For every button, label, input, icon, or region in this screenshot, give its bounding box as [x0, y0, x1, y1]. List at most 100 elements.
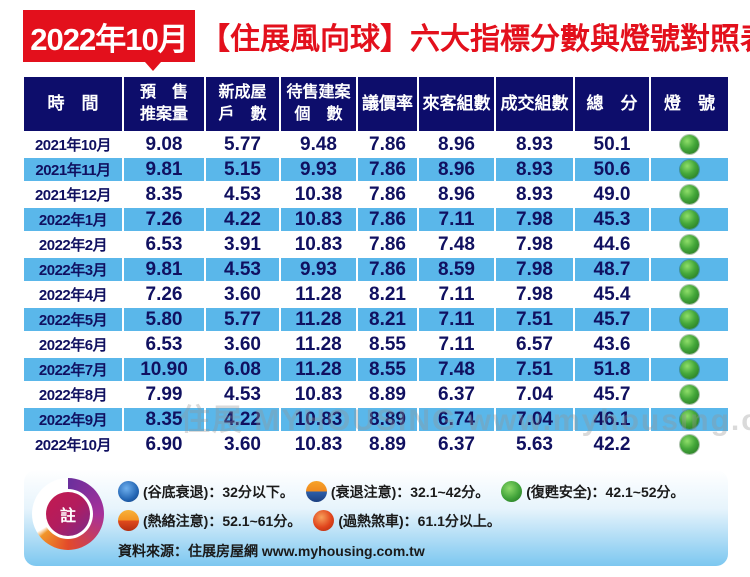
- cell-light: [651, 258, 728, 281]
- cell-deals: 8.93: [516, 183, 553, 205]
- cell-presale: 6.90: [145, 433, 183, 455]
- cell-visitors: 6.37: [438, 383, 475, 405]
- data-source: 資料來源：住展房屋網 www.myhousing.com.tw: [118, 543, 425, 559]
- cell-bargain-rate: 7.86: [369, 233, 406, 255]
- cell-date: 2022年10月: [34, 437, 112, 454]
- cell-visitors: 8.96: [438, 183, 475, 205]
- header-label: 議價率: [362, 94, 413, 113]
- cell-date: 2022年6月: [38, 337, 108, 354]
- cell-presale: 7.26: [124, 208, 204, 231]
- cell-total: 49.0: [593, 183, 631, 205]
- note-label: 註: [46, 492, 90, 536]
- period-tag: 2022年10月: [23, 10, 195, 71]
- cell-unsold-projects: 10.83: [294, 233, 343, 255]
- header-label: 待售建案: [286, 84, 351, 101]
- legend-text: (谷底衰退)：32分以下。: [143, 483, 294, 500]
- green-light-icon: [680, 260, 699, 279]
- legend-item-boom-warning: (熱絡注意)：52.1~61分。: [118, 510, 301, 531]
- pointer-arrow-icon: [145, 62, 161, 71]
- cell-bargain-rate: 7.86: [358, 158, 417, 181]
- blue-light-icon: [118, 481, 139, 502]
- green-light-icon: [680, 135, 699, 154]
- cell-date: 2022年7月: [24, 358, 122, 381]
- cell-presale: 9.08: [145, 133, 183, 155]
- red-light-icon: [313, 510, 335, 531]
- cell-total: 50.1: [593, 133, 631, 155]
- cell-presale: 9.81: [124, 158, 204, 181]
- green-light-icon: [680, 385, 699, 404]
- yellow-blue-light-icon: [305, 481, 327, 502]
- cell-unsold-projects: 9.48: [300, 133, 337, 155]
- cell-visitors: 8.96: [438, 133, 475, 155]
- green-light-icon: [501, 481, 523, 502]
- cell-total: 42.2: [593, 433, 631, 455]
- cell-presale: 7.26: [145, 283, 183, 305]
- cell-deals: 5.63: [516, 433, 553, 455]
- cell-visitors: 7.11: [438, 283, 475, 305]
- green-light-icon: [680, 360, 699, 379]
- header-label: 燈 號: [664, 94, 715, 113]
- cell-new-homes: 5.77: [224, 133, 261, 155]
- cell-unsold-projects: 10.38: [294, 183, 343, 205]
- cell-light: [651, 433, 728, 456]
- cell-light: [651, 233, 728, 256]
- cell-deals: 7.98: [496, 208, 573, 231]
- cell-light: [651, 208, 728, 231]
- cell-date: 2021年11月: [24, 158, 122, 181]
- cell-deals: 7.51: [496, 308, 573, 331]
- cell-unsold-projects: 9.93: [281, 158, 356, 181]
- header-label: 時 間: [47, 94, 99, 113]
- cell-new-homes: 4.53: [224, 183, 261, 205]
- cell-deals: 8.93: [516, 133, 553, 155]
- cell-date: 2022年4月: [38, 287, 108, 304]
- cell-date: 2022年8月: [38, 387, 108, 404]
- cell-light: [651, 408, 728, 431]
- cell-presale: 7.99: [145, 383, 183, 405]
- cell-unsold-projects: 11.28: [295, 333, 342, 355]
- cell-deals: 7.98: [516, 283, 553, 305]
- cell-bargain-rate: 8.55: [358, 358, 417, 381]
- legend-text: (熱絡注意)：52.1~61分。: [143, 512, 302, 529]
- cell-bargain-rate: 8.89: [358, 408, 417, 431]
- cell-total: 45.4: [593, 283, 631, 305]
- cell-total: 44.6: [593, 233, 631, 255]
- green-light-icon: [680, 210, 699, 229]
- cell-presale: 5.80: [124, 308, 204, 331]
- cell-presale: 8.35: [124, 408, 204, 431]
- cell-deals: 6.57: [516, 333, 553, 355]
- cell-deals: 7.51: [496, 358, 573, 381]
- cell-date: 2021年10月: [34, 137, 112, 154]
- cell-new-homes: 5.15: [206, 158, 279, 181]
- cell-bargain-rate: 8.21: [369, 283, 406, 305]
- cell-new-homes: 4.53: [206, 258, 279, 281]
- legend-line-1: (谷底衰退)：32分以下。 (衰退注意)：32.1~42分。 (復甦安全)：42…: [118, 481, 697, 502]
- header-presale: 預 售推案量: [124, 77, 204, 131]
- cell-unsold-projects: 10.83: [281, 408, 356, 431]
- cell-light: [651, 158, 728, 181]
- cell-total: 50.6: [575, 158, 649, 181]
- cell-bargain-rate: 7.86: [369, 133, 406, 155]
- cell-deals: 7.98: [496, 258, 573, 281]
- green-light-icon: [680, 285, 699, 304]
- cell-visitors: 7.11: [438, 333, 475, 355]
- cell-new-homes: 3.91: [224, 233, 261, 255]
- header-label: 新成屋: [218, 84, 267, 101]
- cell-deals: 7.04: [496, 408, 573, 431]
- cell-light: [651, 358, 728, 381]
- cell-visitors: 7.11: [419, 208, 494, 231]
- header-label: 成交組數: [500, 94, 569, 113]
- cell-new-homes: 6.08: [206, 358, 279, 381]
- legend-item-recession-warning: (衰退注意)：32.1~42分。: [305, 481, 489, 502]
- cell-unsold-projects: 10.83: [294, 383, 343, 405]
- green-light-icon: [680, 160, 699, 179]
- cell-unsold-projects: 11.28: [295, 283, 342, 305]
- cell-presale: 10.90: [124, 358, 204, 381]
- legend-text: (過熱煞車)：61.1分以上。: [338, 512, 501, 529]
- cell-bargain-rate: 8.89: [369, 383, 406, 405]
- cell-total: 43.6: [593, 333, 631, 355]
- cell-visitors: 6.37: [438, 433, 475, 455]
- cell-presale: 9.81: [124, 258, 204, 281]
- legend-box: 註 (谷底衰退)：32分以下。 (衰退注意)：32.1~42分。 (復甦安全)：…: [24, 470, 728, 566]
- cell-bargain-rate: 7.86: [358, 258, 417, 281]
- cell-light: [651, 133, 728, 156]
